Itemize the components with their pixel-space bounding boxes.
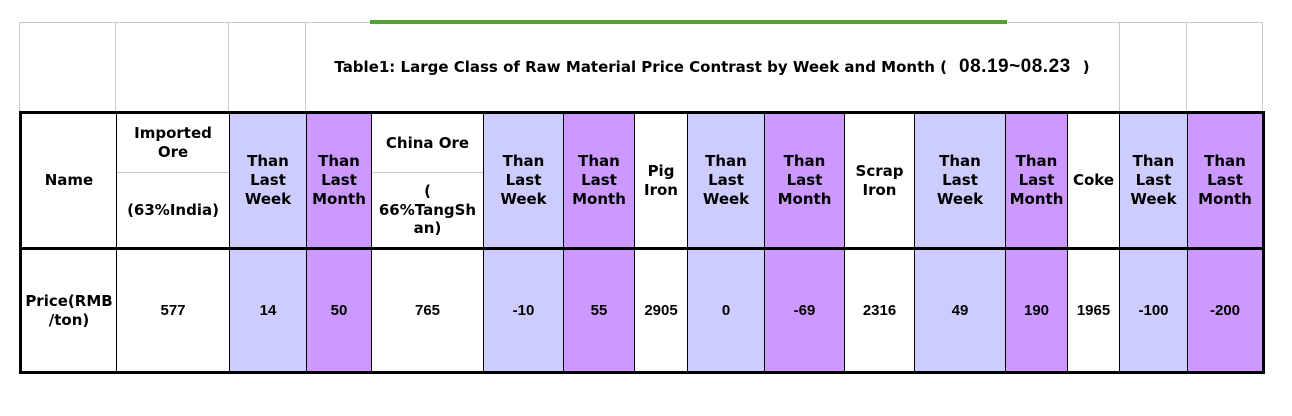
china-ore-label: China Ore — [385, 133, 470, 152]
header-cell-china-ore-than-last-month: Than Last Month — [563, 112, 635, 250]
header-cell-coke-than-last-week: Than Last Week — [1119, 112, 1188, 250]
header-cell-imported-ore-than-last-week: Than Last Week — [229, 112, 307, 250]
data-cell-scrap-iron-price: 2316 — [844, 248, 915, 373]
table-title-suffix: ) — [1082, 58, 1090, 76]
header-cell-coke: Coke — [1067, 112, 1120, 250]
pig-iron-label: Pig Iron — [644, 161, 678, 199]
coke-label: Coke — [1072, 171, 1115, 190]
table-header-row: Name Imported Ore (63%India) Than Last W… — [20, 112, 1264, 250]
gridline — [228, 22, 229, 111]
split-cell: Imported Ore (63%India) — [117, 114, 229, 246]
data-cell-imported-ore-vs-week: 14 — [229, 248, 307, 373]
than-last-week-label: Than Last Week — [1130, 152, 1177, 208]
value-china-ore-vs-month: 55 — [590, 301, 608, 319]
header-cell-coke-than-last-month: Than Last Month — [1187, 112, 1264, 250]
value-pig-iron-price: 2905 — [644, 301, 678, 319]
value-imported-ore-vs-week: 14 — [259, 301, 277, 319]
gridline — [1186, 22, 1187, 111]
table-title-date-range: 08.19~08.23 — [959, 56, 1071, 77]
header-cell-pig-iron: Pig Iron — [634, 112, 688, 250]
name-column-label: Name — [44, 171, 94, 190]
header-cell-china-ore: China Ore ( 66%TangSh an) — [371, 112, 484, 250]
data-cell-scrap-iron-vs-week: 49 — [914, 248, 1006, 373]
value-imported-ore-vs-month: 50 — [330, 301, 348, 319]
value-china-ore-price: 765 — [414, 301, 441, 319]
header-cell-pig-iron-than-last-week: Than Last Week — [687, 112, 765, 250]
header-cell-imported-ore: Imported Ore (63%India) — [116, 112, 230, 250]
header-cell-imported-ore-than-last-month: Than Last Month — [306, 112, 372, 250]
split-cell: China Ore ( 66%TangSh an) — [372, 114, 483, 246]
value-pig-iron-vs-week: 0 — [721, 301, 731, 319]
header-cell-scrap-iron: Scrap Iron — [844, 112, 915, 250]
data-cell-china-ore-vs-week: -10 — [483, 248, 564, 373]
gridline — [305, 22, 306, 111]
than-last-week-label: Than Last Week — [702, 152, 750, 208]
china-ore-grade-label: ( 66%TangSh an) — [378, 181, 477, 238]
data-cell-imported-ore-price: 577 — [116, 248, 230, 373]
gridline — [1119, 22, 1120, 111]
data-cell-scrap-iron-vs-month: 190 — [1005, 248, 1068, 373]
data-cell-pig-iron-vs-week: 0 — [687, 248, 765, 373]
value-coke-vs-week: -100 — [1138, 301, 1169, 319]
table-title: Table1: Large Class of Raw Material Pric… — [305, 23, 1119, 111]
value-pig-iron-vs-month: -69 — [793, 301, 816, 319]
raw-material-price-table: Name Imported Ore (63%India) Than Last W… — [19, 111, 1265, 374]
header-cell-scrap-iron-than-last-month: Than Last Month — [1005, 112, 1068, 250]
data-cell-coke-vs-week: -100 — [1119, 248, 1188, 373]
header-cell-china-ore-than-last-week: Than Last Week — [483, 112, 564, 250]
than-last-week-label: Than Last Week — [500, 152, 547, 208]
data-cell-pig-iron-vs-month: -69 — [764, 248, 845, 373]
value-imported-ore-price: 577 — [160, 301, 186, 319]
table-title-text: Table1: Large Class of Raw Material Pric… — [334, 58, 948, 76]
than-last-month-label: Than Last Month — [1009, 152, 1064, 208]
value-china-ore-vs-week: -10 — [512, 301, 535, 319]
header-cell-scrap-iron-than-last-week: Than Last Week — [914, 112, 1006, 250]
data-cell-coke-vs-month: -200 — [1187, 248, 1264, 373]
than-last-week-label: Than Last Week — [244, 152, 292, 208]
data-cell-coke-price: 1965 — [1067, 248, 1120, 373]
value-coke-vs-month: -200 — [1209, 301, 1241, 319]
than-last-month-label: Than Last Month — [1198, 152, 1252, 208]
gridline — [1262, 22, 1263, 111]
data-cell-row-label: Price(RMB /ton) — [20, 248, 117, 373]
data-cell-imported-ore-vs-month: 50 — [306, 248, 372, 373]
scrap-iron-label: Scrap Iron — [855, 161, 904, 199]
header-cell-name: Name — [20, 112, 117, 250]
green-accent-line — [370, 20, 1007, 24]
gridline — [115, 22, 116, 111]
than-last-month-label: Than Last Month — [312, 152, 366, 208]
header-cell-pig-iron-than-last-month: Than Last Month — [764, 112, 845, 250]
than-last-month-label: Than Last Month — [777, 152, 832, 208]
price-data-row: Price(RMB /ton) 577 14 50 765 -10 55 290… — [20, 248, 1264, 373]
data-cell-china-ore-price: 765 — [371, 248, 484, 373]
than-last-month-label: Than Last Month — [572, 152, 626, 208]
price-row-label: Price(RMB /ton) — [25, 291, 113, 329]
data-cell-china-ore-vs-month: 55 — [563, 248, 635, 373]
than-last-week-label: Than Last Week — [936, 152, 984, 208]
data-cell-pig-iron-price: 2905 — [634, 248, 688, 373]
value-coke-price: 1965 — [1076, 301, 1111, 319]
value-scrap-iron-vs-week: 49 — [951, 301, 969, 319]
gridline — [19, 22, 20, 111]
value-scrap-iron-vs-month: 190 — [1023, 301, 1050, 319]
value-scrap-iron-price: 2316 — [862, 301, 897, 319]
imported-ore-label: Imported Ore — [134, 124, 212, 161]
imported-ore-grade-label: (63%India) — [127, 200, 219, 219]
